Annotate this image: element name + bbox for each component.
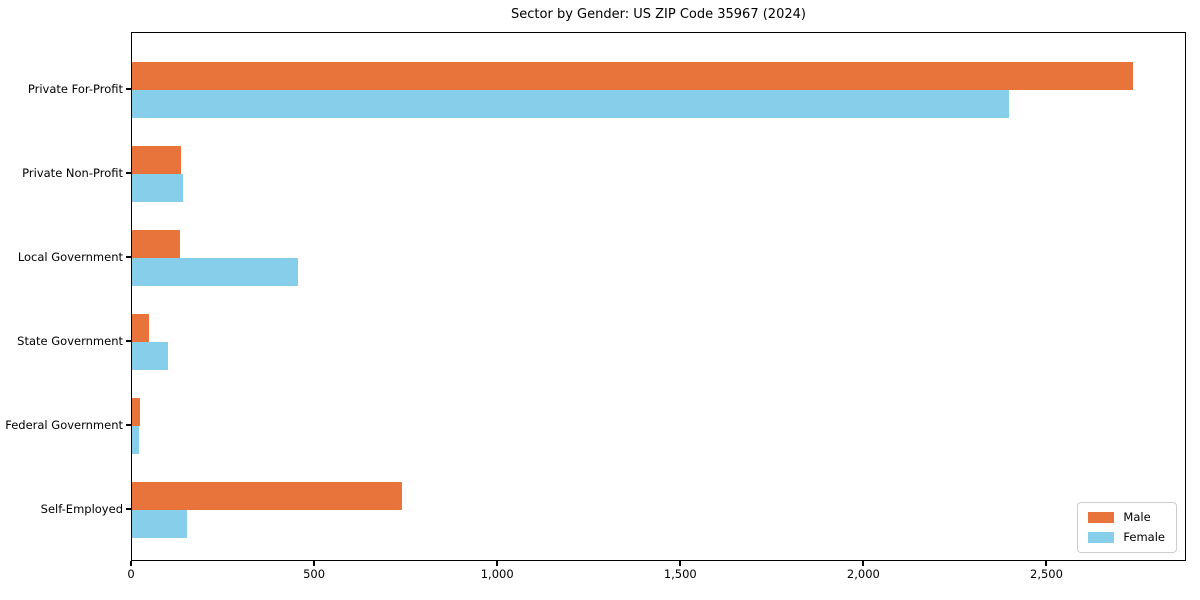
bar-female-local-government — [132, 257, 299, 286]
legend: Male Female — [1077, 502, 1177, 553]
legend-label-female: Female — [1123, 530, 1165, 544]
y-tick-5 — [126, 507, 131, 510]
legend-label-male: Male — [1123, 510, 1151, 524]
category-label-0: Private For-Profit — [27, 81, 123, 96]
x-tick-label-2000: 2,000 — [846, 567, 880, 581]
category-label-5: Self-Employed — [40, 501, 123, 516]
x-tick-label-2500: 2,500 — [1030, 567, 1063, 581]
bar-male-state-government — [132, 313, 150, 342]
legend-item-female: Female — [1088, 531, 1165, 544]
y-tick-0 — [126, 87, 131, 90]
x-tick-1500 — [679, 561, 682, 566]
x-tick-label-1000: 1,000 — [480, 567, 514, 581]
legend-swatch-male — [1088, 512, 1115, 523]
bar-female-federal-government — [132, 425, 139, 454]
bar-female-self-employed — [132, 509, 187, 538]
y-tick-1 — [126, 171, 131, 174]
x-tick-2500 — [1045, 561, 1048, 566]
x-tick-label-1500: 1,500 — [663, 567, 697, 581]
bar-female-private-non-profit — [132, 173, 184, 202]
bar-male-self-employed — [132, 481, 403, 510]
legend-item-male: Male — [1088, 511, 1165, 524]
chart-title: Sector by Gender: US ZIP Code 35967 (202… — [511, 7, 806, 22]
y-tick-4 — [126, 423, 131, 426]
x-tick-0 — [130, 561, 132, 566]
category-label-3: State Government — [17, 333, 123, 348]
category-label-1: Private Non-Profit — [22, 165, 123, 180]
bar-male-private-for-profit — [132, 61, 1134, 90]
x-tick-label-500: 500 — [303, 567, 326, 581]
x-tick-1000 — [496, 561, 499, 566]
legend-swatch-female — [1088, 532, 1115, 543]
plot-area: Male Female — [131, 32, 1186, 561]
bar-female-private-for-profit — [132, 89, 1010, 118]
bar-male-federal-government — [132, 397, 140, 426]
category-label-2: Local Government — [17, 249, 123, 264]
bar-male-local-government — [132, 229, 180, 258]
bar-male-private-non-profit — [132, 145, 182, 174]
x-tick-500 — [313, 561, 316, 566]
bar-female-state-government — [132, 341, 168, 370]
x-tick-label-0: 0 — [127, 567, 135, 581]
x-tick-2000 — [862, 561, 865, 566]
category-label-4: Federal Government — [5, 417, 123, 432]
y-tick-2 — [126, 255, 131, 258]
y-tick-3 — [126, 339, 131, 342]
